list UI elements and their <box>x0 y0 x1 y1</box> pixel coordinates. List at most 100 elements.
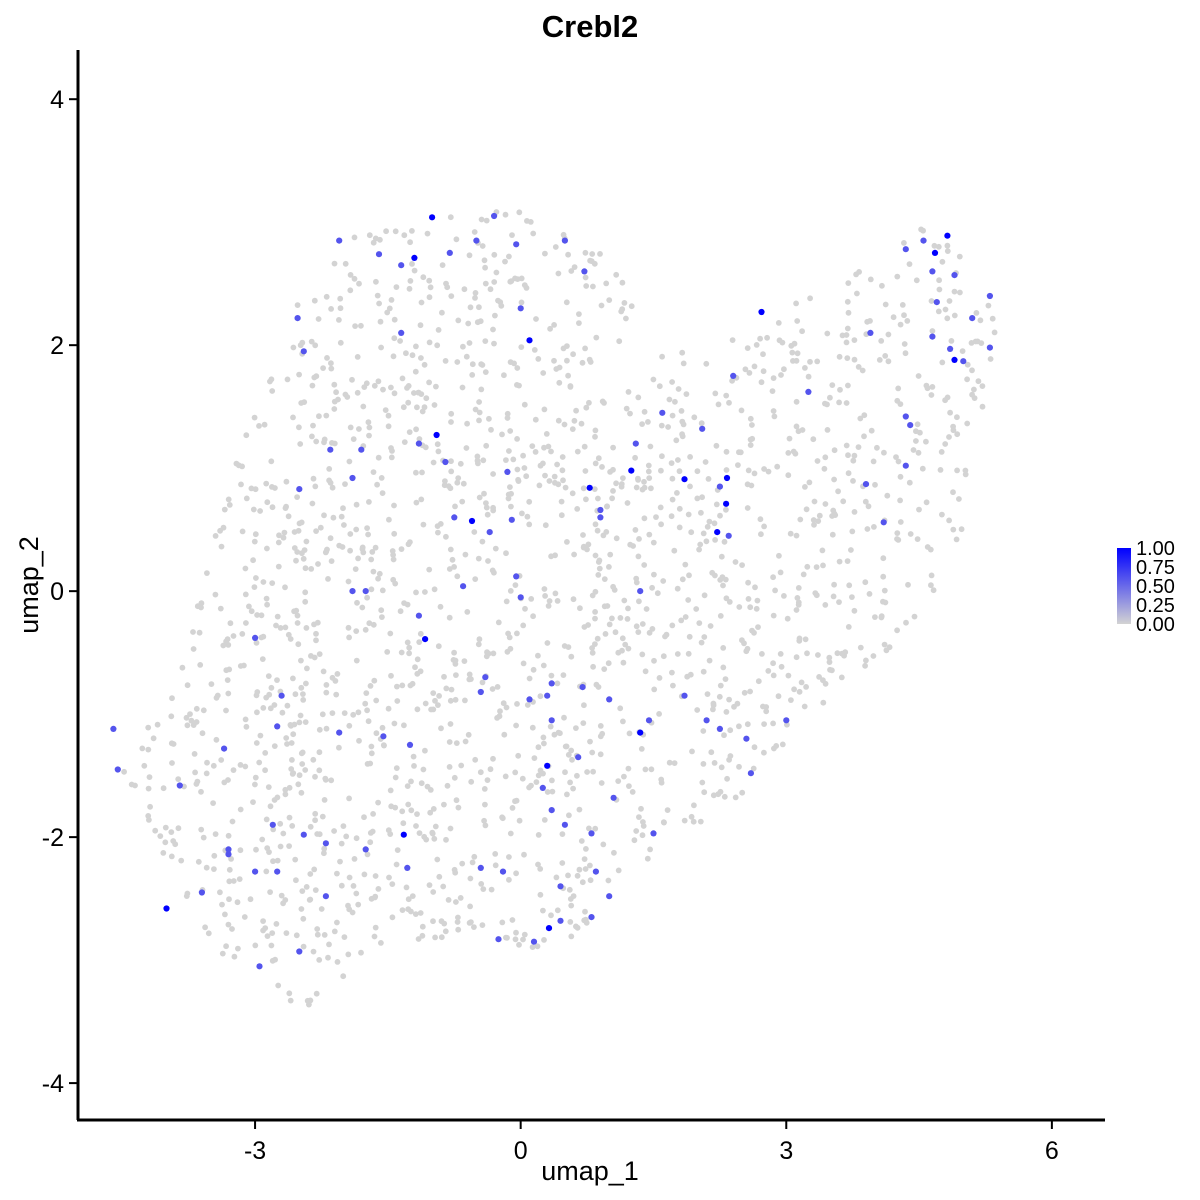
cell-point <box>454 919 461 925</box>
cell-point <box>699 494 705 501</box>
cell-point <box>851 607 858 614</box>
cell-point <box>308 338 315 345</box>
cell-point <box>778 372 784 378</box>
legend-label: 0.75 <box>1136 557 1175 579</box>
cell-point <box>946 434 952 440</box>
cell-point <box>570 596 577 603</box>
cell-point <box>314 926 321 932</box>
cell-point <box>514 365 521 371</box>
cell-point <box>727 727 734 734</box>
cell-point <box>438 725 444 732</box>
cell-point <box>422 444 429 451</box>
cell-point <box>890 314 897 321</box>
cell-point <box>359 604 366 611</box>
cell-point <box>574 448 581 455</box>
cell-point <box>698 420 705 427</box>
cell-point <box>897 473 904 480</box>
cell-point <box>845 280 852 286</box>
cell-point <box>422 700 429 707</box>
cell-point <box>897 497 903 504</box>
cell-point <box>788 697 794 703</box>
cell-point <box>278 892 285 899</box>
cell-point <box>598 780 605 786</box>
cell-point <box>455 475 462 481</box>
cell-point <box>342 391 349 398</box>
cell-point <box>707 623 714 629</box>
cell-point <box>739 789 746 796</box>
expressing-cell-point <box>415 440 422 447</box>
expressing-cell-point <box>986 292 994 300</box>
cell-point <box>419 923 426 930</box>
cell-point <box>328 365 335 372</box>
cell-point <box>460 480 467 487</box>
cell-point <box>147 803 154 810</box>
legend-label: 0.50 <box>1136 576 1175 598</box>
cell-point <box>736 604 743 610</box>
cell-point <box>641 408 648 415</box>
cell-point <box>799 427 806 433</box>
cell-point <box>582 916 589 923</box>
cell-point <box>745 579 751 586</box>
expressing-cell-point <box>699 425 706 432</box>
cell-point <box>530 666 537 673</box>
cell-point <box>426 882 433 888</box>
cell-point <box>881 641 888 648</box>
expressing-cell-point <box>730 372 737 379</box>
cell-point <box>862 662 868 669</box>
cell-point <box>380 742 387 748</box>
cell-point <box>600 841 607 848</box>
cell-point <box>749 422 755 428</box>
cell-point <box>476 304 482 311</box>
cell-point <box>675 386 682 392</box>
cell-point <box>389 881 396 887</box>
cell-point <box>454 359 461 365</box>
cell-point <box>635 475 641 482</box>
cell-point <box>854 290 860 297</box>
cell-point <box>261 421 268 428</box>
cell-point <box>857 644 864 651</box>
cell-point <box>901 341 908 347</box>
cell-point <box>639 421 645 427</box>
cell-point <box>974 338 981 345</box>
cell-point <box>485 558 491 564</box>
cell-point <box>223 707 229 714</box>
cell-point <box>441 801 447 808</box>
expressing-cell-point <box>349 474 356 482</box>
cell-point <box>755 678 762 685</box>
cell-point <box>750 765 757 772</box>
cell-point <box>576 320 582 326</box>
cell-point <box>601 576 608 582</box>
expressing-cell-point <box>933 299 940 306</box>
cell-point <box>928 298 935 304</box>
cell-point <box>607 551 614 558</box>
cell-point <box>548 448 554 455</box>
cell-point <box>521 851 527 858</box>
cell-point <box>785 472 792 479</box>
cell-point <box>238 481 244 488</box>
cell-point <box>388 297 395 303</box>
cell-point <box>564 791 570 798</box>
cell-point <box>468 676 474 682</box>
cell-point <box>198 604 204 611</box>
cell-point <box>705 476 712 482</box>
cell-point <box>715 401 722 408</box>
cell-point <box>822 602 829 608</box>
cell-point <box>212 533 219 539</box>
cell-point <box>359 546 366 552</box>
cell-point <box>544 640 551 646</box>
cell-point <box>615 778 622 784</box>
expressing-cell-point <box>114 766 121 773</box>
cell-point <box>401 232 408 239</box>
cell-point <box>250 799 256 805</box>
cell-point <box>282 584 288 591</box>
cell-point <box>679 349 686 356</box>
cell-point <box>412 368 419 375</box>
cell-point <box>495 619 502 626</box>
cell-point <box>718 553 725 560</box>
cell-point <box>601 603 608 610</box>
cell-point <box>824 330 831 337</box>
cell-point <box>256 759 263 766</box>
cell-point <box>316 413 322 420</box>
cell-point <box>378 940 384 946</box>
cell-point <box>376 300 382 307</box>
